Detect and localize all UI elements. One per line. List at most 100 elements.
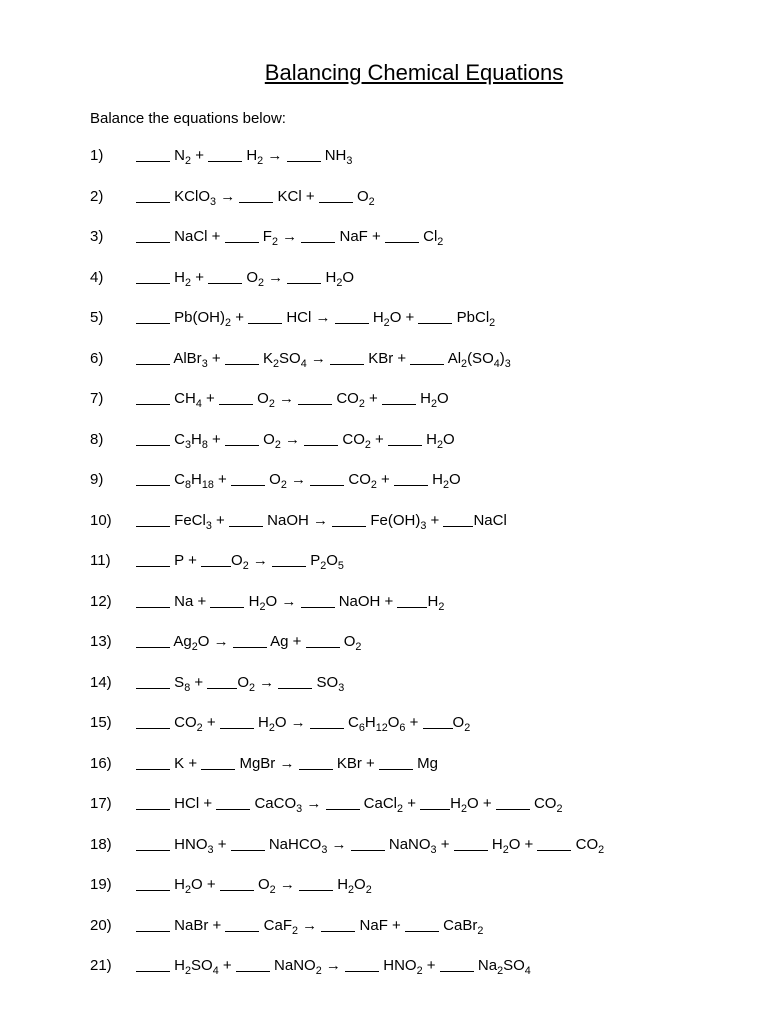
- coefficient-blank[interactable]: [335, 309, 369, 324]
- chemical-formula: CaCO3: [254, 795, 302, 812]
- chemical-formula: SO3: [317, 674, 345, 691]
- coefficient-blank[interactable]: [136, 147, 170, 162]
- chemical-formula: O2: [237, 674, 255, 691]
- coefficient-blank[interactable]: [454, 836, 488, 851]
- coefficient-blank[interactable]: [136, 552, 170, 567]
- coefficient-blank[interactable]: [201, 552, 231, 567]
- coefficient-blank[interactable]: [136, 957, 170, 972]
- coefficient-blank[interactable]: [236, 957, 270, 972]
- coefficient-blank[interactable]: [310, 471, 344, 486]
- coefficient-blank[interactable]: [233, 633, 267, 648]
- coefficient-blank[interactable]: [136, 309, 170, 324]
- coefficient-blank[interactable]: [136, 350, 170, 365]
- chemical-formula: H2O: [450, 795, 479, 812]
- chemical-formula: Na: [174, 593, 193, 610]
- coefficient-blank[interactable]: [345, 957, 379, 972]
- worksheet-page: Balancing Chemical Equations Balance the…: [0, 0, 768, 1014]
- coefficient-blank[interactable]: [225, 431, 259, 446]
- coefficient-blank[interactable]: [136, 512, 170, 527]
- coefficient-blank[interactable]: [423, 714, 453, 729]
- coefficient-blank[interactable]: [287, 269, 321, 284]
- coefficient-blank[interactable]: [231, 836, 265, 851]
- coefficient-blank[interactable]: [496, 795, 530, 810]
- coefficient-blank[interactable]: [220, 714, 254, 729]
- coefficient-blank[interactable]: [136, 836, 170, 851]
- coefficient-blank[interactable]: [304, 431, 338, 446]
- coefficient-blank[interactable]: [310, 714, 344, 729]
- coefficient-blank[interactable]: [298, 390, 332, 405]
- coefficient-blank[interactable]: [379, 755, 413, 770]
- chemical-formula: H2O: [426, 431, 455, 448]
- chemical-formula: Al2(SO4)3: [448, 350, 511, 367]
- coefficient-blank[interactable]: [216, 795, 250, 810]
- chemical-formula: Pb(OH)2: [174, 309, 231, 326]
- coefficient-blank[interactable]: [201, 755, 235, 770]
- coefficient-blank[interactable]: [208, 269, 242, 284]
- coefficient-blank[interactable]: [385, 228, 419, 243]
- coefficient-blank[interactable]: [301, 593, 335, 608]
- chemical-formula: Ag2O: [173, 633, 209, 650]
- coefficient-blank[interactable]: [136, 593, 170, 608]
- coefficient-blank[interactable]: [136, 228, 170, 243]
- coefficient-blank[interactable]: [229, 512, 263, 527]
- coefficient-blank[interactable]: [405, 917, 439, 932]
- chemical-formula: CaBr2: [443, 917, 483, 934]
- coefficient-blank[interactable]: [382, 390, 416, 405]
- coefficient-blank[interactable]: [537, 836, 571, 851]
- coefficient-blank[interactable]: [136, 755, 170, 770]
- coefficient-blank[interactable]: [394, 471, 428, 486]
- coefficient-blank[interactable]: [301, 228, 335, 243]
- page-title: Balancing Chemical Equations: [90, 60, 698, 86]
- coefficient-blank[interactable]: [220, 876, 254, 891]
- chemical-formula: C6H12O6: [348, 714, 405, 731]
- coefficient-blank[interactable]: [225, 917, 259, 932]
- coefficient-blank[interactable]: [136, 674, 170, 689]
- coefficient-blank[interactable]: [136, 917, 170, 932]
- coefficient-blank[interactable]: [225, 228, 259, 243]
- coefficient-blank[interactable]: [136, 471, 170, 486]
- coefficient-blank[interactable]: [136, 431, 170, 446]
- coefficient-blank[interactable]: [418, 309, 452, 324]
- coefficient-blank[interactable]: [299, 755, 333, 770]
- coefficient-blank[interactable]: [319, 188, 353, 203]
- coefficient-blank[interactable]: [420, 795, 450, 810]
- coefficient-blank[interactable]: [248, 309, 282, 324]
- coefficient-blank[interactable]: [278, 674, 312, 689]
- chemical-formula: C8H18: [174, 471, 214, 488]
- coefficient-blank[interactable]: [306, 633, 340, 648]
- coefficient-blank[interactable]: [388, 431, 422, 446]
- coefficient-blank[interactable]: [136, 714, 170, 729]
- coefficient-blank[interactable]: [351, 836, 385, 851]
- coefficient-blank[interactable]: [208, 147, 242, 162]
- chemical-formula: NaNO2: [274, 957, 322, 974]
- equation-number: 2): [90, 188, 136, 205]
- chemical-formula: P: [174, 552, 184, 569]
- equation-row: 13) Ag2O → Ag + O2: [90, 631, 698, 650]
- coefficient-blank[interactable]: [397, 593, 427, 608]
- coefficient-blank[interactable]: [299, 876, 333, 891]
- coefficient-blank[interactable]: [410, 350, 444, 365]
- coefficient-blank[interactable]: [272, 552, 306, 567]
- chemical-formula: H2O: [432, 471, 461, 488]
- coefficient-blank[interactable]: [332, 512, 366, 527]
- equation-row: 1) N2 + H2 → NH3: [90, 145, 698, 164]
- coefficient-blank[interactable]: [207, 674, 237, 689]
- coefficient-blank[interactable]: [287, 147, 321, 162]
- coefficient-blank[interactable]: [136, 390, 170, 405]
- coefficient-blank[interactable]: [326, 795, 360, 810]
- coefficient-blank[interactable]: [210, 593, 244, 608]
- arrow-icon: →: [259, 674, 274, 691]
- coefficient-blank[interactable]: [231, 471, 265, 486]
- coefficient-blank[interactable]: [219, 390, 253, 405]
- coefficient-blank[interactable]: [321, 917, 355, 932]
- coefficient-blank[interactable]: [440, 957, 474, 972]
- coefficient-blank[interactable]: [136, 795, 170, 810]
- coefficient-blank[interactable]: [443, 512, 473, 527]
- coefficient-blank[interactable]: [225, 350, 259, 365]
- coefficient-blank[interactable]: [136, 269, 170, 284]
- coefficient-blank[interactable]: [239, 188, 273, 203]
- coefficient-blank[interactable]: [136, 633, 170, 648]
- coefficient-blank[interactable]: [330, 350, 364, 365]
- coefficient-blank[interactable]: [136, 188, 170, 203]
- coefficient-blank[interactable]: [136, 876, 170, 891]
